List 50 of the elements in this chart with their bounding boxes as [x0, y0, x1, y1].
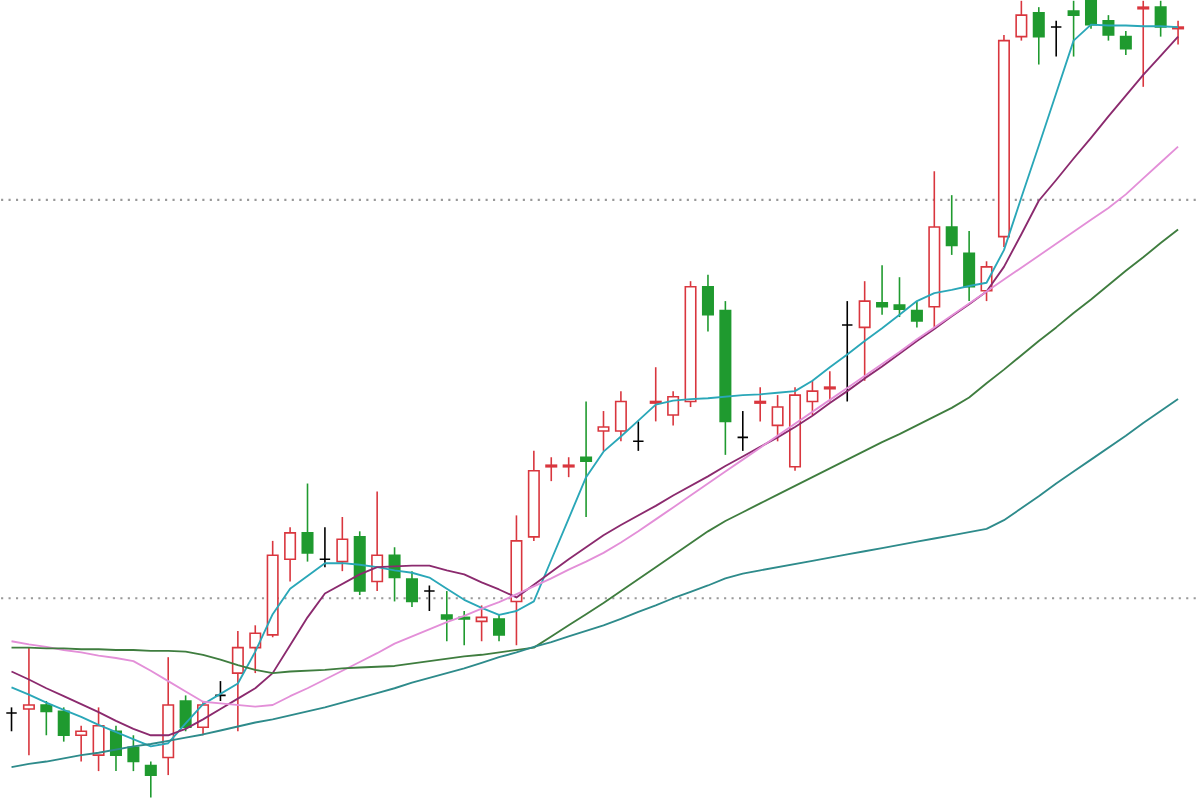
candlestick	[910, 300, 923, 329]
candlestick	[701, 273, 714, 333]
candlestick	[632, 420, 645, 452]
candlestick	[475, 604, 488, 642]
candlestick	[371, 490, 384, 592]
candlestick	[214, 680, 227, 702]
candlestick	[22, 646, 35, 756]
candlestick	[92, 706, 105, 772]
candlestick	[1119, 30, 1132, 56]
candlestick	[858, 280, 871, 382]
candlestick	[493, 614, 506, 642]
candlestick	[231, 630, 244, 732]
candlestick	[5, 706, 18, 732]
candlestick	[1084, 0, 1098, 30]
candlestick	[876, 264, 889, 316]
candlestick	[40, 700, 53, 736]
candlestick	[614, 390, 627, 443]
candlestick	[754, 386, 767, 423]
candlestick	[1032, 6, 1045, 66]
candlestick	[75, 724, 88, 763]
candlestick	[771, 394, 784, 443]
candlestick	[336, 516, 349, 572]
candlestick	[736, 410, 749, 452]
candlestick	[144, 760, 157, 798]
candlestick	[423, 584, 436, 612]
candlestick	[405, 570, 418, 608]
candlestick	[440, 590, 453, 642]
candlestick	[1137, 0, 1150, 88]
candlestick	[545, 456, 558, 482]
candlestick	[562, 456, 575, 478]
candlestick	[1102, 14, 1115, 42]
candlestick	[580, 400, 593, 518]
candlestick	[1154, 0, 1167, 38]
candlestick	[284, 526, 297, 583]
candlestick	[963, 230, 976, 302]
candlestick	[1050, 19, 1063, 58]
candlestick	[249, 624, 262, 674]
candlestick	[806, 379, 819, 416]
candlestick	[945, 194, 958, 256]
candlestick	[318, 526, 331, 568]
candlestick	[667, 390, 680, 427]
candlestick	[893, 276, 906, 318]
candlestick	[1015, 0, 1028, 42]
candlestick	[823, 370, 836, 403]
candlestick	[127, 734, 140, 772]
candlestick	[597, 410, 610, 452]
candlestick	[1067, 0, 1080, 58]
candlestick	[841, 300, 854, 403]
candlestick	[57, 706, 70, 743]
candlestick	[301, 482, 314, 563]
